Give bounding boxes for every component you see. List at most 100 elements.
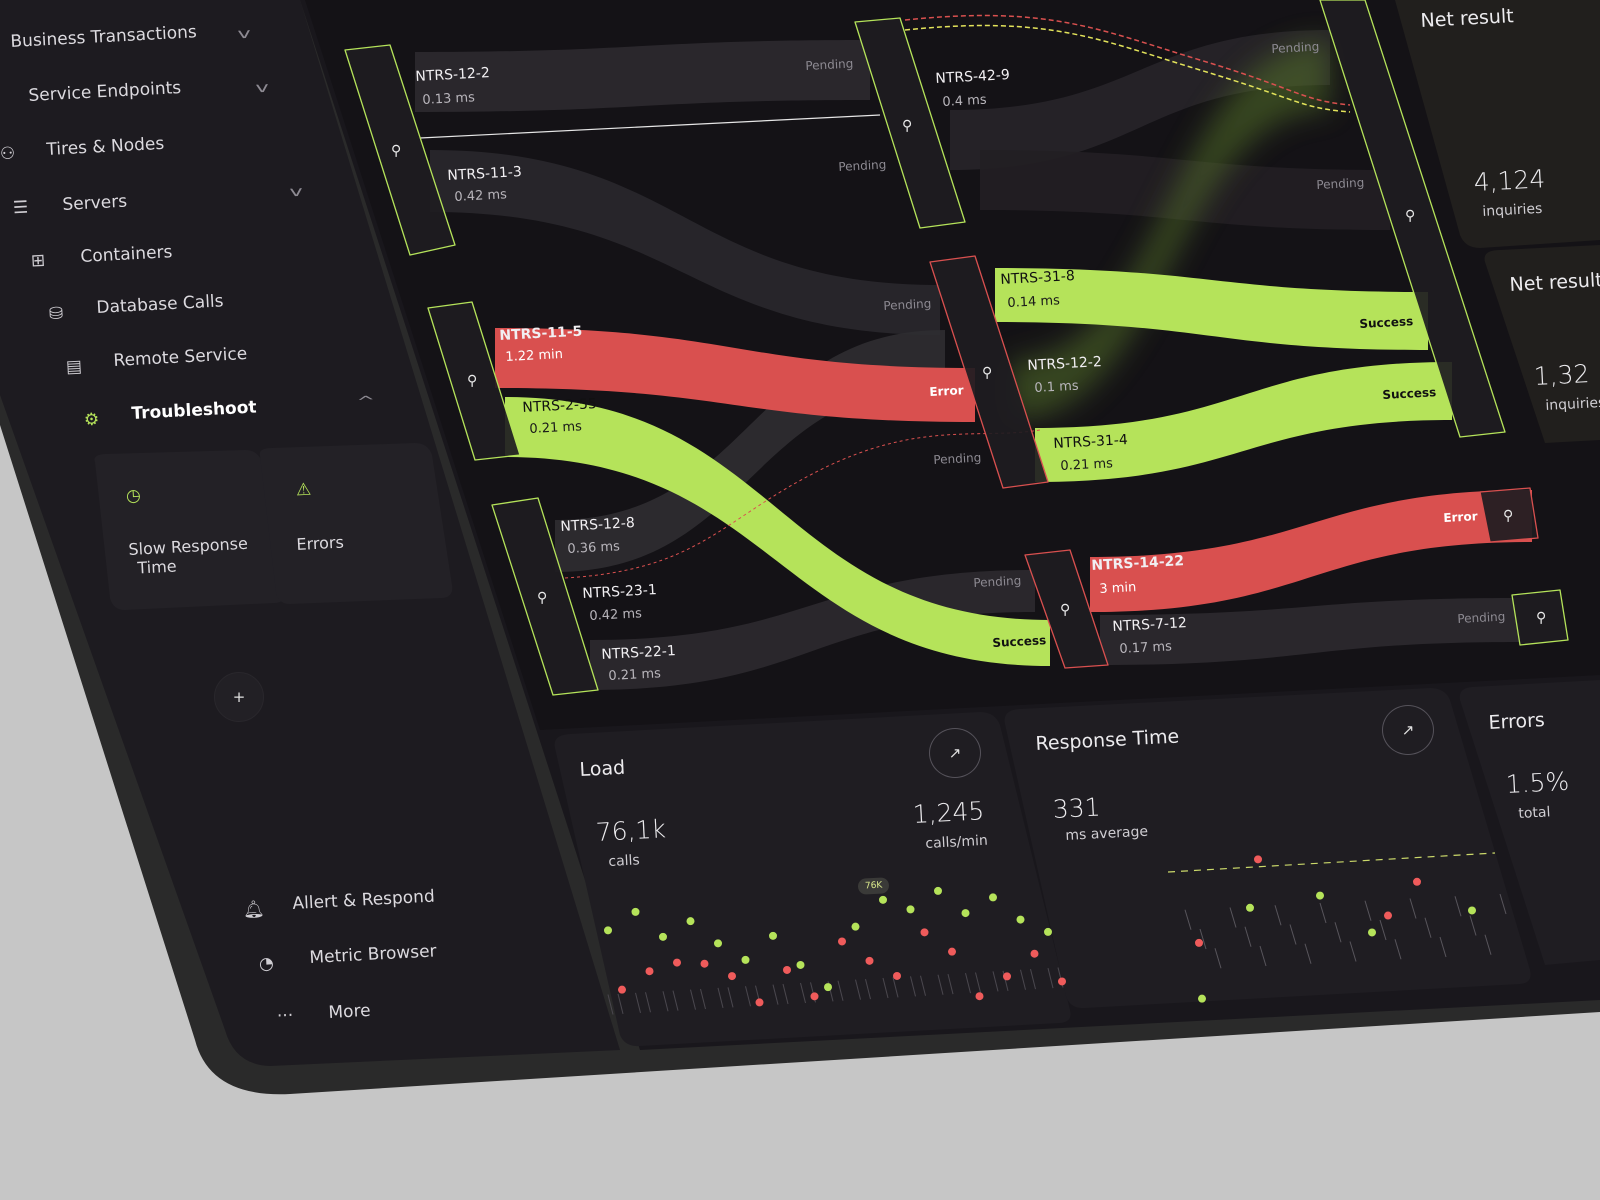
arrow-up-right-icon: ↗: [1401, 721, 1415, 739]
load-dot-red: [893, 971, 901, 980]
slow-response-card[interactable]: Slow Response Time: [128, 534, 249, 578]
response-dot-green: [1316, 891, 1324, 900]
flow-node: ⚲: [1479, 487, 1539, 543]
node-value: 1.22 min: [505, 346, 564, 365]
load-rate-label: calls/min: [925, 832, 989, 852]
chart-tick: [782, 983, 789, 1005]
errors-card[interactable]: Errors: [296, 532, 345, 554]
chart-tick: [1499, 893, 1507, 915]
load-expand-button[interactable]: ↗: [929, 728, 981, 778]
bell-icon: 🔔︎: [242, 899, 266, 921]
hierarchy-icon: ⚲: [902, 118, 912, 134]
errors-title: Errors: [1488, 709, 1546, 734]
chart-tick: [1454, 896, 1462, 917]
flow-band-success: [1035, 362, 1452, 482]
response-expand-button[interactable]: ↗: [1382, 705, 1434, 755]
response-dot-red: [1384, 911, 1392, 920]
net-result-unit: inquiries: [1482, 200, 1543, 220]
load-dot-green: [934, 886, 942, 895]
net-result-2-title: Net result: [1509, 269, 1600, 296]
chart-tick: [717, 987, 724, 1009]
card-bg-slow: [94, 450, 286, 610]
load-dot-green: [989, 893, 997, 902]
load-dot-red: [810, 992, 819, 1001]
flow-node: ⚲: [1511, 589, 1569, 646]
chart-tick: [937, 974, 944, 995]
more-icon: ···: [276, 1005, 294, 1027]
flow-line-dashed-warning: [904, 24, 1351, 113]
load-calls-label: calls: [608, 852, 641, 870]
chart-tick: [892, 977, 899, 998]
load-tooltip: 76K: [857, 877, 890, 895]
flow-node-box: [1511, 589, 1569, 646]
load-dot-red: [975, 992, 984, 1001]
flow-node: ⚲: [1024, 549, 1109, 669]
errors-value: 1.5%: [1505, 766, 1570, 799]
chart-tick: [837, 980, 844, 1001]
load-dot-red: [783, 965, 791, 974]
flow-node-box: [427, 301, 521, 461]
chart-tick: [947, 973, 954, 995]
chart-tick: [662, 991, 669, 1012]
hierarchy-icon: ⚲: [391, 143, 401, 159]
chevron-down-icon[interactable]: v: [255, 79, 270, 97]
response-dot-green: [1468, 906, 1476, 915]
flow-line-dashed-error: [904, 14, 1351, 106]
chart-tick: [745, 986, 751, 1007]
load-dot-red: [728, 972, 736, 981]
response-value: 331: [1052, 792, 1102, 824]
chart-tick: [700, 988, 706, 1010]
chart-tick: [992, 971, 999, 992]
chart-tick: [727, 987, 734, 1008]
chart-tick: [1199, 928, 1207, 950]
chart-tick: [1409, 898, 1417, 919]
status-label: Pending: [805, 56, 854, 73]
status-label: Pending: [933, 450, 982, 467]
response-dot-red: [1413, 877, 1421, 886]
chart-tick: [672, 990, 679, 1011]
chevron-up-icon[interactable]: ^: [356, 393, 376, 411]
card-bg-net2: [1484, 245, 1600, 443]
status-label: Pending: [973, 573, 1022, 590]
sidebar-item-servers[interactable]: Servers: [62, 191, 128, 215]
load-dot-green: [1044, 927, 1052, 936]
flow-band-pending: [430, 150, 940, 335]
response-dot-green: [1246, 903, 1254, 912]
node-value: 0.17 ms: [1119, 639, 1173, 657]
load-dot-red: [645, 967, 654, 976]
chart-tick: [1244, 926, 1252, 947]
status-label: Pending: [1457, 609, 1506, 626]
load-dot-green: [906, 905, 915, 914]
flow-node: ⚲: [1319, 0, 1506, 438]
load-dot-red: [865, 956, 874, 965]
flow-band-glow: [1010, 40, 1330, 420]
chart-tick: [635, 992, 641, 1013]
add-button[interactable]: +: [214, 672, 264, 722]
node-value: 0.4 ms: [942, 92, 987, 110]
net-result-2-unit: inquiries: [1545, 394, 1600, 414]
node-value: 0.21 ms: [529, 419, 583, 437]
load-dot-green: [714, 939, 722, 948]
flow-band-pending: [590, 570, 1035, 690]
chevron-down-icon[interactable]: v: [237, 25, 252, 43]
response-dot-green: [1368, 928, 1376, 937]
chart-tick: [1030, 969, 1036, 990]
load-dot-green: [796, 960, 805, 969]
load-dot-green: [1016, 915, 1025, 924]
nav-more[interactable]: More: [328, 1000, 372, 1023]
chart-tick: [1047, 967, 1054, 989]
chart-tick: [645, 992, 651, 1013]
chevron-down-icon[interactable]: v: [289, 183, 304, 201]
flow-node-box: [1024, 549, 1109, 669]
chart-tick: [855, 979, 861, 1000]
chart-tick: [1424, 917, 1432, 938]
flow-band-success: [505, 397, 1050, 666]
load-dot-green: [631, 907, 640, 916]
flow-band-pending: [950, 30, 1330, 170]
chart-tick: [975, 972, 981, 993]
chart-tick: [1259, 945, 1267, 967]
load-title: Load: [579, 756, 626, 781]
status-label: Error: [1443, 509, 1478, 525]
flow-band-error: [1090, 490, 1532, 612]
card-bg-errors: [259, 443, 453, 604]
